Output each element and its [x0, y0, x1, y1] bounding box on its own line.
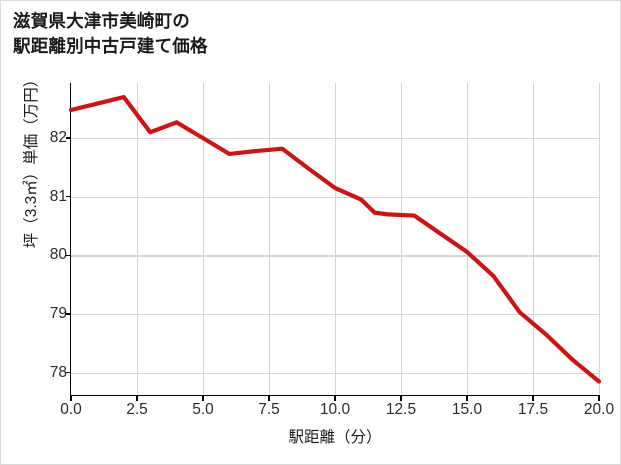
x-tick-mark [334, 396, 336, 401]
x-tick-label: 17.5 [517, 401, 549, 418]
x-tick-label: 15.0 [451, 401, 483, 418]
line-series-svg [68, 94, 602, 384]
y-tick-mark [66, 372, 71, 374]
x-tick-mark [598, 396, 600, 401]
y-tick-mark [66, 196, 71, 198]
y-tick-label: 81 [49, 187, 67, 205]
x-axis-spine [70, 394, 600, 396]
gridline-x-2.5 [137, 83, 139, 395]
x-tick-mark [70, 396, 72, 401]
gridline-x-12.5 [401, 83, 403, 395]
x-tick-mark [532, 396, 534, 401]
x-tick-mark [136, 396, 138, 401]
x-tick-label: 0.0 [60, 401, 82, 418]
y-tick-label: 78 [49, 363, 67, 381]
x-tick-mark [268, 396, 270, 401]
x-tick-label: 5.0 [192, 401, 214, 418]
gridline-x-20.0 [599, 83, 601, 395]
x-tick-label: 2.5 [126, 401, 148, 418]
y-tick-mark [66, 137, 71, 139]
y-tick-label: 79 [49, 305, 67, 323]
gridline-x-7.5 [269, 83, 271, 395]
y-tick-mark [66, 313, 71, 315]
x-tick-label: 12.5 [385, 401, 417, 418]
x-axis-tick-marks [70, 396, 600, 402]
plot-area [68, 83, 602, 395]
gridline-x-5.0 [203, 83, 205, 395]
y-axis-tick-labels: 78 79 80 81 82 [27, 83, 67, 395]
x-axis-title: 駅距離（分） [288, 429, 382, 446]
gridline-x-10.0 [335, 83, 337, 395]
gridline-x-15.0 [467, 83, 469, 395]
y-tick-mark [66, 254, 71, 257]
x-tick-label: 10.0 [319, 401, 351, 418]
x-tick-label: 20.0 [583, 401, 615, 418]
data-line [68, 94, 602, 384]
x-tick-mark [202, 396, 204, 401]
x-tick-label: 7.5 [258, 401, 280, 418]
x-axis-tick-labels: 0.0 2.5 5.0 7.5 10.0 12.5 15.0 17.5 20.0 [60, 401, 614, 423]
gridline-x-17.5 [533, 83, 535, 395]
chart-title: 滋賀県大津市美崎町の 駅距離別中古戸建て価格 [13, 11, 208, 57]
y-tick-label: 80 [49, 246, 67, 264]
x-tick-mark [466, 396, 468, 401]
y-axis-tick-marks [65, 83, 71, 395]
y-tick-label: 82 [49, 129, 67, 147]
x-tick-mark [400, 396, 402, 401]
y-axis-title: 坪（3.3㎡）単価（万円） [23, 71, 40, 249]
